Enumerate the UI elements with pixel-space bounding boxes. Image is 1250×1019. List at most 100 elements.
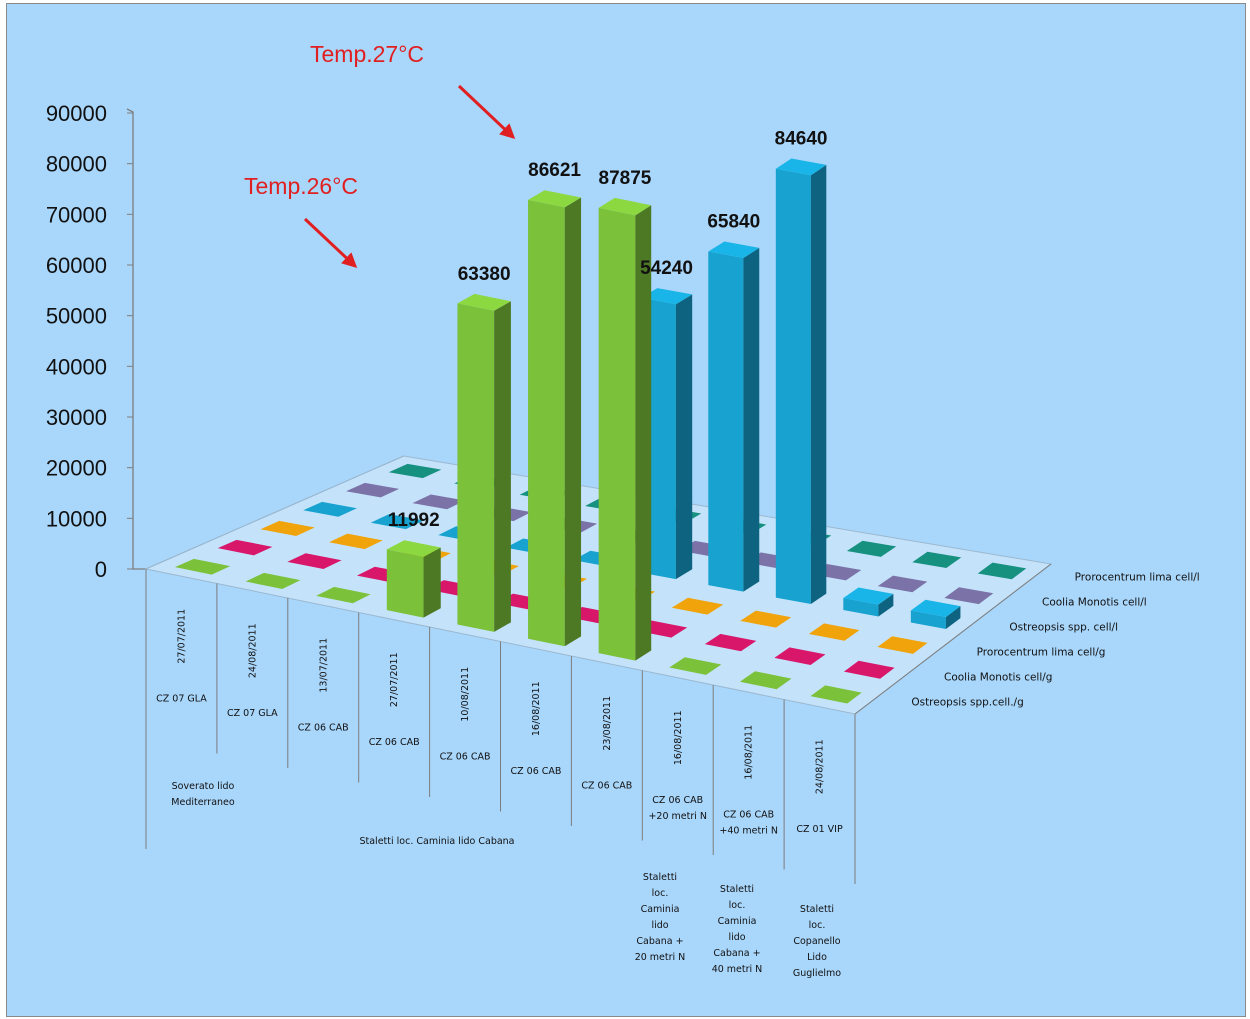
- category-group-label: loc.: [809, 920, 826, 931]
- category-group-label: Staletti: [800, 904, 834, 915]
- bar-side: [564, 197, 582, 647]
- annotations: Temp.26°C Temp.27°C: [244, 41, 516, 269]
- data-label: 84640: [775, 128, 828, 149]
- category-date-label: 13/07/2011: [318, 638, 329, 693]
- bar-top: [843, 587, 894, 605]
- floor-marker: [412, 494, 466, 510]
- bar-top: [775, 158, 827, 176]
- floor-marker: [704, 633, 757, 652]
- category-group-label: Staletti: [720, 884, 754, 895]
- category-date-label: 16/08/2011: [744, 725, 755, 780]
- category-date-label: 16/08/2011: [531, 681, 542, 736]
- floor-marker: [912, 551, 962, 569]
- y-axis-line: [126, 108, 146, 570]
- floor-marker: [287, 553, 342, 570]
- bar-top: [386, 540, 441, 557]
- y-tick-label: 20000: [46, 456, 107, 481]
- category-group-label: Caminia: [718, 916, 757, 927]
- category-date-label: 24/08/2011: [815, 739, 826, 794]
- floor-marker: [774, 647, 826, 665]
- floor-marker: [388, 463, 442, 479]
- floor-marker: [669, 657, 722, 675]
- category-station-label: CZ 06 CAB: [723, 809, 774, 820]
- chart-frame: 0 10000 20000 30000 40000 50000 60000 70000 8000…: [6, 3, 1246, 1017]
- bar-top: [708, 241, 760, 258]
- annotation-label: Temp.26°C: [244, 173, 358, 199]
- floor-marker: [877, 636, 928, 654]
- floor-marker: [671, 597, 724, 615]
- floor-marker: [810, 685, 862, 704]
- category-group-label: 40 metri N: [712, 964, 763, 975]
- category-station-label: CZ 07 GLA: [156, 693, 207, 704]
- category-date-label: 27/07/2011: [176, 609, 187, 664]
- floor-marker: [345, 482, 400, 498]
- bar-top: [640, 288, 693, 305]
- annotation-arrow: [457, 84, 516, 140]
- floor-marker: [316, 586, 371, 604]
- category-station-label: +20 metri N: [648, 811, 707, 822]
- category-group-label: lido: [728, 932, 745, 943]
- y-axis-ticks: 0 10000 20000 30000 40000 50000 60000 70000 8000…: [46, 101, 107, 582]
- series-label: Coolia Monotis cell/l: [1042, 597, 1147, 609]
- bar-front: [386, 549, 424, 618]
- y-tick-label: 90000: [46, 101, 107, 126]
- category-group-label: Caminia: [641, 904, 680, 915]
- bar-top: [910, 599, 961, 618]
- bar-side: [810, 164, 827, 605]
- data-labels: 84640 65840 54240 87875 86621 63380 11992: [388, 128, 828, 531]
- bar-top: [457, 293, 511, 311]
- bar-front: [910, 610, 946, 630]
- series-label: Prorocentrum lima cell/l: [1075, 572, 1200, 584]
- category-station-label: +40 metri N: [719, 825, 778, 836]
- floor-marker: [174, 558, 231, 575]
- bar-front: [528, 199, 565, 647]
- category-date-label: 10/08/2011: [460, 667, 471, 722]
- category-group-label: Guglielmo: [793, 968, 841, 979]
- bar-front: [457, 303, 495, 632]
- category-group-label: Staletti: [643, 872, 677, 883]
- category-station-label: CZ 06 CAB: [652, 795, 703, 806]
- bar-front: [775, 168, 811, 605]
- series-label: Ostreopsis spp. cell/l: [1009, 622, 1118, 634]
- category-date-label: 16/08/2011: [673, 710, 684, 765]
- category-date-label: 27/07/2011: [389, 652, 400, 707]
- annotation-arrow: [303, 217, 358, 269]
- annotation-label: Temp.27°C: [310, 41, 424, 67]
- category-station-label: CZ 06 CAB: [510, 766, 561, 777]
- y-tick-label: 0: [95, 557, 107, 582]
- data-label: 86621: [528, 160, 581, 181]
- category-station-label: CZ 07 GLA: [227, 708, 278, 719]
- bar-side: [675, 294, 693, 580]
- bar-marks: [174, 158, 1027, 704]
- category-station-label: CZ 06 CAB: [581, 780, 632, 791]
- category-group-label: Lido: [807, 952, 827, 963]
- y-tick-label: 50000: [46, 304, 107, 329]
- data-label: 63380: [458, 264, 511, 285]
- floor-marker: [740, 610, 792, 628]
- y-tick-label: 10000: [46, 506, 107, 531]
- bar-side: [945, 606, 961, 630]
- category-group-label: loc.: [652, 888, 669, 899]
- bar-side: [494, 301, 511, 632]
- y-tick-label: 60000: [46, 253, 107, 278]
- category-group-label: Copanello: [793, 936, 840, 947]
- floor-marker: [944, 587, 994, 605]
- bar-side: [423, 547, 441, 618]
- bar-front: [598, 207, 636, 661]
- category-group-label: Cabana +: [636, 936, 683, 947]
- bar-top: [528, 190, 582, 208]
- floor-marker: [217, 539, 273, 556]
- category-group-label: Soverato lido: [172, 781, 235, 792]
- y-tick-label: 30000: [46, 405, 107, 430]
- category-group-label: lido: [651, 920, 668, 931]
- floor-marker: [245, 572, 301, 589]
- data-label: 65840: [707, 212, 760, 233]
- floor-marker: [877, 575, 928, 593]
- floor-marker: [808, 623, 860, 641]
- bar-front: [708, 251, 744, 592]
- floor-marker: [370, 514, 424, 530]
- bar-top: [598, 197, 652, 216]
- floor-marker: [260, 520, 315, 537]
- category-date-label: 23/08/2011: [602, 696, 613, 751]
- floor-marker: [843, 660, 895, 679]
